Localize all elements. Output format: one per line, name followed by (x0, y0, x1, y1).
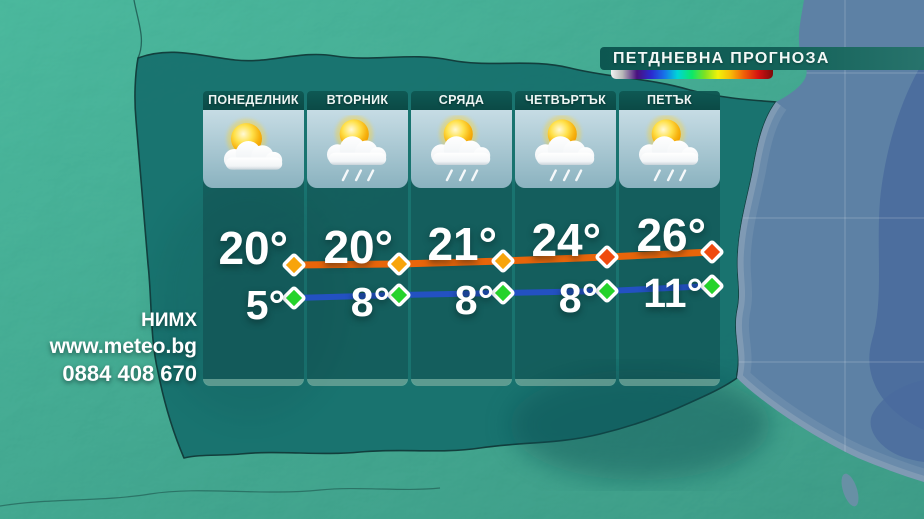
map-deep-sea (869, 60, 924, 430)
sun-behind-rain-cloud-icon (515, 110, 616, 188)
website-url: www.meteo.bg (49, 335, 197, 358)
branding-block: НИМХ www.meteo.bg 0884 408 670 (40, 308, 197, 387)
day-column-friday: ПЕТЪК (619, 91, 720, 386)
day-bottom-cap (411, 379, 512, 386)
map-border-northwest (133, 0, 142, 59)
day-column-monday: ПОНЕДЕЛНИК (203, 91, 304, 386)
day-name: ВТОРНИК (326, 93, 389, 107)
page-title: ПЕТДНЕВНА ПРОГНОЗА (600, 47, 924, 70)
day-header: ПОНЕДЕЛНИК (203, 91, 304, 110)
day-column-tuesday: ВТОРНИК (307, 91, 408, 386)
day-header: ПЕТЪК (619, 91, 720, 110)
map-deep-sea-south (870, 380, 924, 462)
day-column-wednesday: СРЯДА (411, 91, 512, 386)
day-header: ВТОРНИК (307, 91, 408, 110)
day-name: СРЯДА (438, 93, 485, 107)
day-bottom-cap (619, 379, 720, 386)
day-body (203, 110, 304, 386)
day-body (307, 110, 408, 386)
five-day-forecast-panel: ПОНЕДЕЛНИК ВТОРНИК СРЯДА (203, 91, 720, 386)
day-name: ЧЕТВЪРТЪК (524, 93, 607, 107)
map-mountain-shading (510, 370, 770, 480)
day-header: ЧЕТВЪРТЪК (515, 91, 616, 110)
sun-behind-rain-cloud-icon (307, 110, 408, 188)
day-header: СРЯДА (411, 91, 512, 110)
sun-behind-rain-cloud-icon (619, 110, 720, 188)
sun-behind-cloud-icon (203, 110, 304, 188)
day-name: ПЕТЪК (647, 93, 692, 107)
organization-name: НИМХ (141, 310, 197, 331)
phone-number: 0884 408 670 (62, 361, 197, 386)
map-mountain-shading-west (155, 180, 345, 420)
day-bottom-cap (307, 379, 408, 386)
sun-behind-rain-cloud-icon (411, 110, 512, 188)
day-name: ПОНЕДЕЛНИК (208, 93, 299, 107)
map-border-south (0, 487, 441, 507)
page-title-text: ПЕТДНЕВНА ПРОГНОЗА (613, 50, 830, 67)
day-column-thursday: ЧЕТВЪРТЪК (515, 91, 616, 386)
day-bottom-cap (515, 379, 616, 386)
day-body (515, 110, 616, 386)
day-body (411, 110, 512, 386)
map-coastal-lake (841, 473, 859, 507)
day-body (619, 110, 720, 386)
temperature-spectrum-strip (611, 70, 773, 79)
day-bottom-cap (203, 379, 304, 386)
